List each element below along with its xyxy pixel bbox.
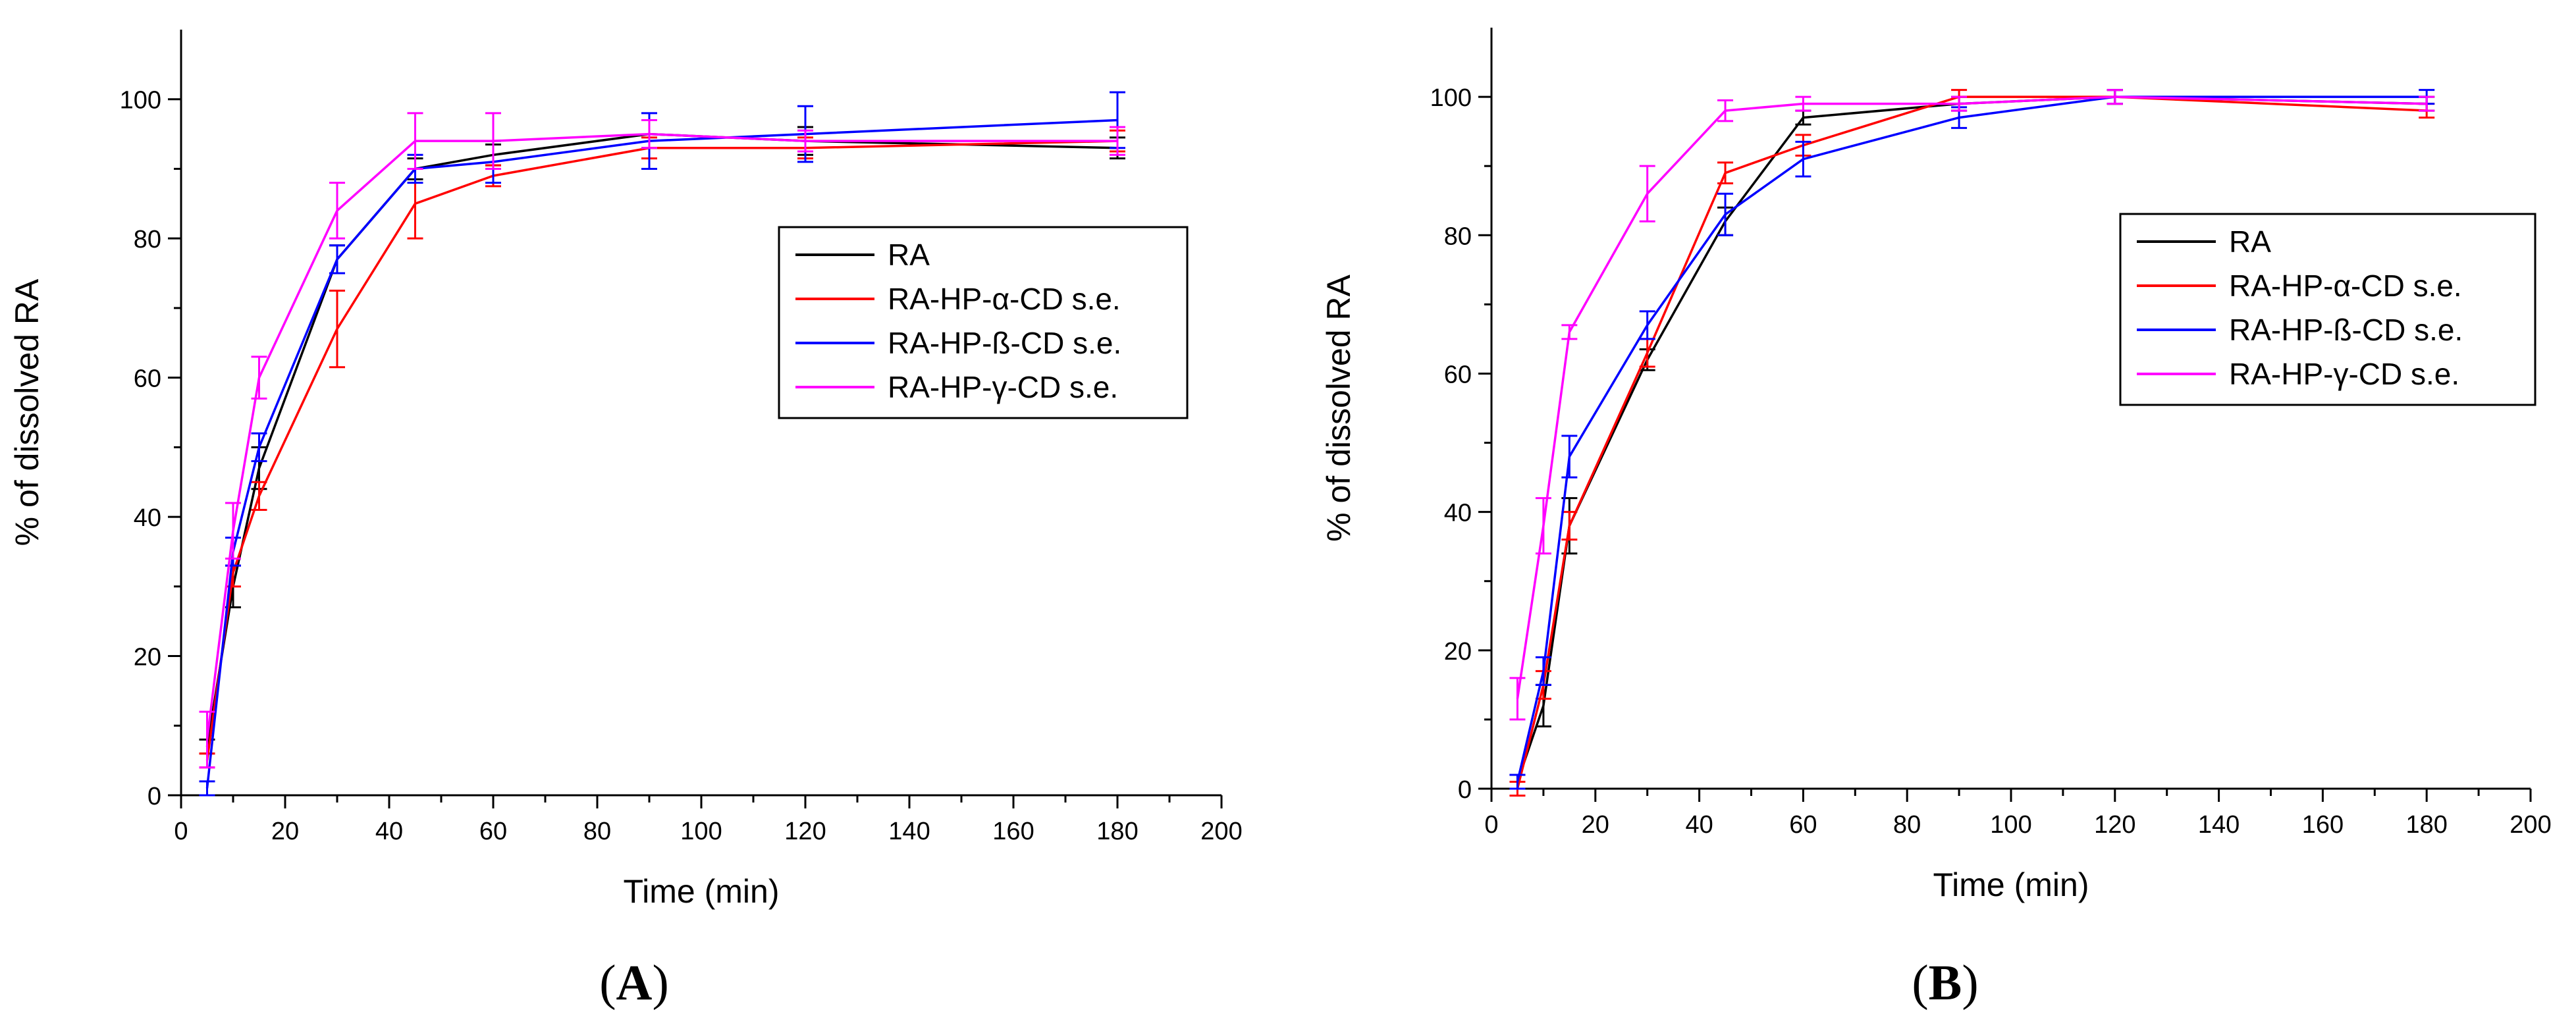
legend: RA RA-HP-α-CD s.e. RA-HP-ß-CD s.e. RA-HP-γ-… bbox=[778, 226, 1189, 419]
x-tick-label: 0 bbox=[174, 818, 188, 845]
x-tick-label: 40 bbox=[1685, 811, 1713, 839]
x-tick-label: 180 bbox=[2405, 811, 2447, 839]
y-tick-label: 40 bbox=[134, 504, 161, 532]
series-line bbox=[1516, 95, 2427, 782]
x-tick-label: 160 bbox=[2302, 811, 2344, 839]
panel-label: (A) bbox=[599, 955, 669, 1011]
series-line bbox=[205, 140, 1118, 761]
x-axis-title: Time (min) bbox=[623, 873, 779, 910]
x-axis-title: Time (min) bbox=[1933, 866, 2089, 903]
x-tick-label: 140 bbox=[2198, 811, 2240, 839]
chart-panel-a: 0 20 40 60 80 100 120 140 160 180 200 0 20 40 60 80 100 T… bbox=[9, 30, 1243, 1011]
series-line bbox=[1516, 95, 2427, 699]
x-tick-label: 180 bbox=[1096, 818, 1138, 845]
x-tick-label: 140 bbox=[888, 818, 930, 845]
y-tick-label: 20 bbox=[134, 644, 161, 672]
y-tick-label: 60 bbox=[1444, 361, 1472, 388]
y-tick-label: 0 bbox=[1458, 776, 1472, 804]
legend-label: RA-HP-ß-CD s.e. bbox=[888, 326, 1121, 360]
y-tick-label: 80 bbox=[134, 226, 161, 253]
legend-label: RA-HP-γ-CD s.e. bbox=[888, 370, 1118, 404]
x-tick-label: 60 bbox=[1789, 811, 1817, 839]
x-tick-label: 120 bbox=[784, 818, 826, 845]
x-tick-label: 200 bbox=[1200, 818, 1242, 845]
legend-label: RA bbox=[2229, 224, 2271, 259]
y-tick-label: 40 bbox=[1444, 500, 1472, 527]
x-tick-label: 100 bbox=[1990, 811, 2031, 839]
x-tick-label: 80 bbox=[1893, 811, 1921, 839]
legend-label: RA-HP-α-CD s.e. bbox=[2229, 269, 2462, 303]
y-tick-label: 100 bbox=[120, 87, 161, 115]
x-tick-label: 160 bbox=[992, 818, 1034, 845]
x-tick-label: 100 bbox=[680, 818, 722, 845]
y-axis-title: % of dissolved RA bbox=[9, 278, 45, 546]
legend-label: RA bbox=[888, 238, 930, 272]
panel-label-open: ( bbox=[599, 955, 616, 1011]
x-tick-label: 0 bbox=[1484, 811, 1498, 839]
x-tick-label: 40 bbox=[375, 818, 403, 845]
y-tick-label: 0 bbox=[148, 783, 161, 810]
y-axis-title: % of dissolved RA bbox=[1320, 274, 1357, 541]
legend: RA RA-HP-α-CD s.e. RA-HP-ß-CD s.e. RA-HP-γ-… bbox=[2119, 213, 2536, 406]
y-tick-label: 20 bbox=[1444, 638, 1472, 666]
chart-panel-b: 0 20 40 60 80 100 120 140 160 180 200 0 20 40 60 80 100 T… bbox=[1320, 28, 2552, 1011]
y-tick-label: 60 bbox=[134, 365, 161, 393]
panel-label-close: ) bbox=[1962, 955, 1978, 1011]
panel-label: (B) bbox=[1912, 955, 1978, 1011]
series-3 bbox=[1509, 89, 2435, 721]
panel-label-letter: B bbox=[1929, 955, 1962, 1011]
panel-label-letter: A bbox=[616, 955, 653, 1011]
x-tick-label: 120 bbox=[2094, 811, 2135, 839]
x-tick-label: 80 bbox=[583, 818, 611, 845]
panel-label-close: ) bbox=[652, 955, 668, 1011]
series-line bbox=[205, 132, 1117, 740]
y-tick-label: 100 bbox=[1430, 84, 1472, 112]
x-tick-label: 20 bbox=[271, 818, 299, 845]
y-tick-label: 80 bbox=[1444, 223, 1472, 250]
x-tick-label: 60 bbox=[479, 818, 507, 845]
legend-label: RA-HP-α-CD s.e. bbox=[888, 282, 1121, 316]
x-tick-label: 200 bbox=[2509, 811, 2551, 839]
series-line bbox=[1516, 95, 2427, 789]
x-tick-label: 20 bbox=[1582, 811, 1609, 839]
legend-label: RA-HP-ß-CD s.e. bbox=[2229, 313, 2463, 347]
legend-label: RA-HP-γ-CD s.e. bbox=[2229, 357, 2459, 391]
series-3 bbox=[199, 112, 1125, 769]
panel-label-open: ( bbox=[1912, 955, 1928, 1011]
